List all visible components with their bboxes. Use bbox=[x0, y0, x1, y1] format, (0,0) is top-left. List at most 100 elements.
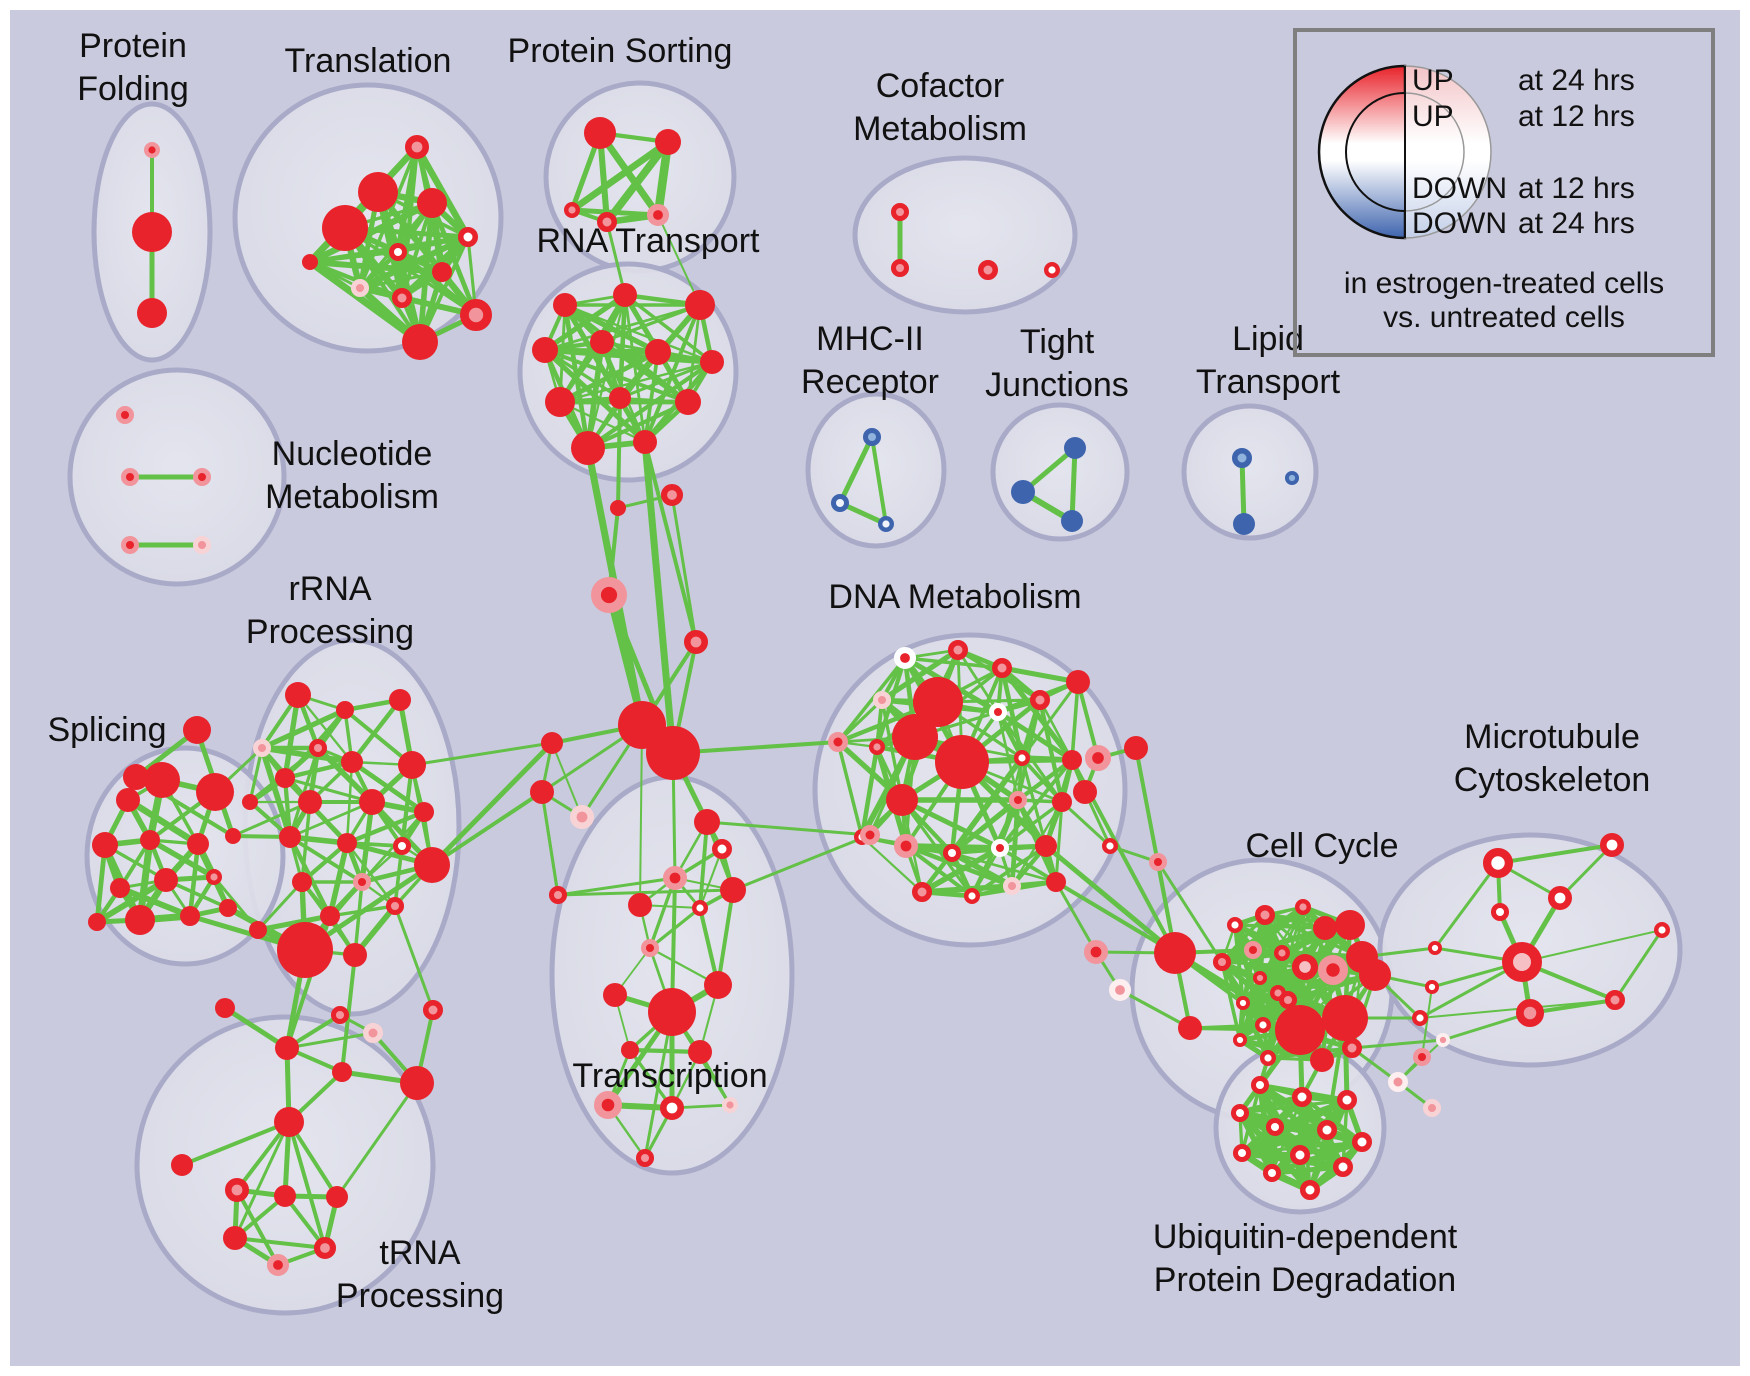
gene-node[interactable] bbox=[1388, 1072, 1408, 1092]
gene-node[interactable] bbox=[603, 983, 627, 1007]
gene-node[interactable] bbox=[1427, 940, 1443, 956]
gene-node[interactable] bbox=[1148, 852, 1168, 872]
gene-node[interactable] bbox=[1278, 990, 1298, 1010]
gene-node[interactable] bbox=[252, 738, 272, 758]
gene-node[interactable] bbox=[1232, 1143, 1252, 1163]
gene-node[interactable] bbox=[249, 921, 267, 939]
gene-node[interactable] bbox=[704, 971, 732, 999]
gene-node[interactable] bbox=[1291, 953, 1319, 981]
gene-node[interactable] bbox=[1043, 262, 1060, 279]
gene-node[interactable] bbox=[285, 682, 311, 708]
gene-node[interactable] bbox=[1300, 1180, 1320, 1200]
gene-node[interactable] bbox=[116, 788, 140, 812]
gene-node[interactable] bbox=[1422, 1098, 1442, 1118]
gene-node[interactable] bbox=[640, 938, 660, 958]
gene-node[interactable] bbox=[1232, 1032, 1248, 1048]
gene-node[interactable] bbox=[964, 888, 981, 905]
gene-node[interactable] bbox=[140, 830, 160, 850]
gene-node[interactable] bbox=[1101, 838, 1118, 855]
gene-node[interactable] bbox=[205, 869, 222, 886]
gene-node[interactable] bbox=[1294, 899, 1311, 916]
gene-node[interactable] bbox=[171, 1154, 193, 1176]
gene-node[interactable] bbox=[1515, 998, 1544, 1027]
gene-node[interactable] bbox=[609, 387, 631, 409]
gene-node[interactable] bbox=[1342, 1038, 1362, 1058]
gene-node[interactable] bbox=[1313, 916, 1337, 940]
gene-node[interactable] bbox=[628, 893, 652, 917]
gene-node[interactable] bbox=[1046, 872, 1066, 892]
gene-node[interactable] bbox=[417, 188, 447, 218]
gene-node[interactable] bbox=[1259, 1049, 1276, 1066]
gene-node[interactable] bbox=[890, 258, 910, 278]
gene-node[interactable] bbox=[1275, 1005, 1325, 1055]
gene-node[interactable] bbox=[385, 896, 405, 916]
gene-node[interactable] bbox=[1252, 970, 1268, 986]
gene-node[interactable] bbox=[1154, 932, 1196, 974]
gene-node[interactable] bbox=[1124, 736, 1148, 760]
gene-node[interactable] bbox=[1064, 437, 1086, 459]
gene-node[interactable] bbox=[192, 467, 212, 487]
gene-node[interactable] bbox=[662, 865, 687, 890]
gene-node[interactable] bbox=[1333, 1157, 1353, 1177]
gene-node[interactable] bbox=[712, 839, 732, 859]
gene-node[interactable] bbox=[123, 764, 149, 790]
gene-node[interactable] bbox=[872, 690, 892, 710]
gene-node[interactable] bbox=[1482, 847, 1514, 879]
gene-node[interactable] bbox=[274, 1185, 296, 1207]
gene-node[interactable] bbox=[886, 784, 918, 816]
gene-node[interactable] bbox=[878, 516, 895, 533]
gene-node[interactable] bbox=[692, 900, 709, 917]
gene-node[interactable] bbox=[1653, 922, 1670, 939]
gene-node[interactable] bbox=[685, 290, 715, 320]
gene-node[interactable] bbox=[541, 732, 563, 754]
gene-node[interactable] bbox=[279, 826, 301, 848]
gene-node[interactable] bbox=[308, 738, 328, 758]
gene-node[interactable] bbox=[862, 427, 882, 447]
gene-node[interactable] bbox=[720, 877, 746, 903]
gene-node[interactable] bbox=[1052, 792, 1072, 812]
gene-node[interactable] bbox=[1178, 1016, 1202, 1040]
gene-node[interactable] bbox=[1226, 917, 1243, 934]
gene-node[interactable] bbox=[990, 838, 1010, 858]
gene-node[interactable] bbox=[363, 1023, 383, 1043]
gene-node[interactable] bbox=[275, 1036, 299, 1060]
gene-node[interactable] bbox=[187, 833, 209, 855]
gene-node[interactable] bbox=[350, 278, 370, 298]
gene-node[interactable] bbox=[292, 872, 312, 892]
gene-node[interactable] bbox=[154, 868, 178, 892]
gene-node[interactable] bbox=[1255, 905, 1275, 925]
gene-node[interactable] bbox=[1232, 448, 1252, 468]
gene-node[interactable] bbox=[275, 768, 295, 788]
gene-node[interactable] bbox=[432, 262, 452, 282]
gene-node[interactable] bbox=[1014, 750, 1031, 767]
gene-node[interactable] bbox=[223, 1226, 247, 1250]
gene-node[interactable] bbox=[358, 172, 398, 212]
gene-node[interactable] bbox=[912, 882, 932, 902]
gene-node[interactable] bbox=[404, 135, 429, 160]
gene-node[interactable] bbox=[1061, 510, 1083, 532]
gene-node[interactable] bbox=[1359, 959, 1391, 991]
gene-node[interactable] bbox=[1273, 945, 1290, 962]
gene-node[interactable] bbox=[458, 227, 478, 247]
gene-node[interactable] bbox=[1411, 1010, 1428, 1027]
gene-node[interactable] bbox=[225, 1178, 250, 1203]
gene-node[interactable] bbox=[645, 339, 671, 365]
gene-node[interactable] bbox=[591, 577, 628, 614]
gene-node[interactable] bbox=[700, 350, 724, 374]
gene-node[interactable] bbox=[196, 773, 234, 811]
gene-node[interactable] bbox=[389, 689, 411, 711]
gene-node[interactable] bbox=[322, 205, 368, 251]
gene-node[interactable] bbox=[143, 141, 160, 158]
gene-node[interactable] bbox=[1335, 910, 1365, 940]
gene-node[interactable] bbox=[398, 751, 426, 779]
gene-node[interactable] bbox=[675, 389, 701, 415]
gene-node[interactable] bbox=[613, 283, 637, 307]
gene-node[interactable] bbox=[571, 431, 605, 465]
gene-node[interactable] bbox=[553, 293, 577, 317]
gene-node[interactable] bbox=[659, 1096, 684, 1121]
gene-node[interactable] bbox=[893, 833, 918, 858]
gene-node[interactable] bbox=[115, 405, 135, 425]
gene-node[interactable] bbox=[336, 701, 354, 719]
gene-node[interactable] bbox=[621, 1041, 639, 1059]
gene-node[interactable] bbox=[266, 1253, 290, 1277]
